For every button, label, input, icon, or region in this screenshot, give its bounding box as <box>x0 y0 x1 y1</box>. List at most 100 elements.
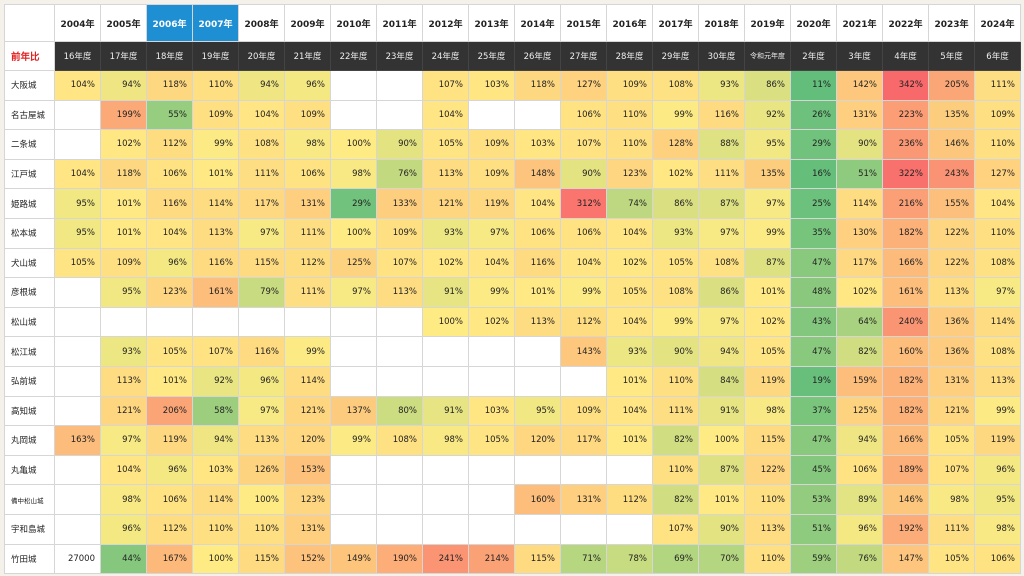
year-header-2006[interactable]: 2006年 <box>146 4 193 42</box>
ratio-cell: 87% <box>698 188 745 219</box>
year-header-2007[interactable]: 2007年 <box>192 4 239 42</box>
ratio-cell: 90% <box>560 158 607 190</box>
year-header-2010[interactable]: 2010年 <box>330 4 377 42</box>
year-header-2019[interactable]: 2019年 <box>744 4 791 42</box>
ratio-cell <box>54 454 101 486</box>
year-header-2008[interactable]: 2008年 <box>238 4 285 42</box>
ratio-cell: 160% <box>514 484 561 515</box>
ratio-cell: 16% <box>790 158 837 190</box>
ratio-cell <box>54 306 101 338</box>
ratio-cell: 99% <box>330 425 377 456</box>
ratio-cell: 107% <box>560 129 607 160</box>
ratio-cell: 76% <box>376 158 423 190</box>
ratio-cell: 108% <box>698 247 745 279</box>
ratio-cell: 106% <box>146 484 193 515</box>
year-header-2017[interactable]: 2017年 <box>652 4 699 42</box>
ratio-cell: 47% <box>790 336 837 367</box>
ratio-cell: 51% <box>836 158 883 190</box>
year-header-2024[interactable]: 2024年 <box>974 4 1021 42</box>
ratio-cell: 111% <box>974 70 1021 101</box>
ratio-cell <box>376 99 423 131</box>
castle-name: 竹田城 <box>4 543 55 575</box>
ratio-cell: 100% <box>192 543 239 575</box>
ratio-cell: 110% <box>192 70 239 101</box>
ratio-cell: 89% <box>836 484 883 515</box>
ratio-cell <box>54 513 101 545</box>
ratio-cell: 26% <box>790 99 837 131</box>
ratio-cell: 103% <box>514 129 561 160</box>
year-header-2021[interactable]: 2021年 <box>836 4 883 42</box>
ratio-cell: 101% <box>606 425 653 456</box>
ratio-cell: 109% <box>376 217 423 249</box>
ratio-cell: 146% <box>882 484 929 515</box>
ratio-cell: 131% <box>928 365 975 397</box>
ratio-cell <box>468 99 515 131</box>
ratio-cell: 87% <box>698 454 745 486</box>
ratio-cell <box>514 513 561 545</box>
year-header-2016[interactable]: 2016年 <box>606 4 653 42</box>
ratio-cell <box>422 454 469 486</box>
year-header-2020[interactable]: 2020年 <box>790 4 837 42</box>
ratio-cell: 117% <box>238 188 285 219</box>
year-header-2009[interactable]: 2009年 <box>284 4 331 42</box>
ratio-cell: 121% <box>422 188 469 219</box>
ratio-cell: 98% <box>974 513 1021 545</box>
ratio-cell: 99% <box>560 277 607 308</box>
ratio-cell: 69% <box>652 543 699 575</box>
ratio-cell: 99% <box>284 336 331 367</box>
fiscal-year-header: 5年度 <box>928 41 975 71</box>
table-row: 二条城 102% 112% 99% 108% 98% 100% 90% 105% 109% 103%… <box>4 129 1021 160</box>
ratio-cell: 102% <box>652 158 699 190</box>
ratio-cell <box>376 306 423 338</box>
ratio-cell: 79% <box>238 277 285 308</box>
ratio-cell: 106% <box>146 158 193 190</box>
year-header-2005[interactable]: 2005年 <box>100 4 147 42</box>
year-header-2012[interactable]: 2012年 <box>422 4 469 42</box>
year-header-2014[interactable]: 2014年 <box>514 4 561 42</box>
fiscal-year-header: 27年度 <box>560 41 607 71</box>
year-header-2011[interactable]: 2011年 <box>376 4 423 42</box>
ratio-cell <box>54 484 101 515</box>
table-row: 高知城 121% 206% 58% 97% 121% 137% 80% 91% 103% 95% 10… <box>4 395 1021 427</box>
ratio-cell: 159% <box>836 365 883 397</box>
year-header-2015[interactable]: 2015年 <box>560 4 607 42</box>
ratio-cell <box>376 336 423 367</box>
ratio-cell: 149% <box>330 543 377 575</box>
table-row: 姫路城 95% 101% 116% 114% 117% 131% 29% 133% 121% 119… <box>4 188 1021 219</box>
year-header-2023[interactable]: 2023年 <box>928 4 975 42</box>
year-header-2022[interactable]: 2022年 <box>882 4 929 42</box>
table-row: 宇和島城 96% 112% 110% 110% 131% 107% 90% 113% 51% 96%… <box>4 513 1021 545</box>
year-header-2004[interactable]: 2004年 <box>54 4 101 42</box>
year-header-2018[interactable]: 2018年 <box>698 4 745 42</box>
ratio-cell: 122% <box>928 217 975 249</box>
ratio-cell: 98% <box>928 484 975 515</box>
ratio-cell <box>284 306 331 338</box>
ratio-cell <box>330 513 377 545</box>
ratio-cell: 143% <box>560 336 607 367</box>
ratio-cell: 48% <box>790 277 837 308</box>
ratio-cell: 152% <box>284 543 331 575</box>
ratio-cell: 110% <box>744 543 791 575</box>
fiscal-year-header: 令和元年度 <box>744 41 791 71</box>
ratio-cell: 101% <box>100 217 147 249</box>
ratio-cell <box>330 70 377 101</box>
ratio-cell: 102% <box>468 306 515 338</box>
fiscal-year-header: 3年度 <box>836 41 883 71</box>
ratio-cell: 110% <box>606 129 653 160</box>
ratio-cell: 105% <box>928 425 975 456</box>
ratio-cell <box>422 336 469 367</box>
ratio-cell: 135% <box>744 158 791 190</box>
castle-name: 弘前城 <box>4 365 55 397</box>
ratio-cell <box>330 484 377 515</box>
ratio-cell: 113% <box>514 306 561 338</box>
ratio-cell: 94% <box>100 70 147 101</box>
castle-name: 姫路城 <box>4 188 55 219</box>
ratio-cell: 104% <box>422 99 469 131</box>
year-header-2013[interactable]: 2013年 <box>468 4 515 42</box>
ratio-cell: 241% <box>422 543 469 575</box>
ratio-cell <box>376 454 423 486</box>
ratio-cell <box>376 365 423 397</box>
ratio-cell: 167% <box>146 543 193 575</box>
ratio-cell: 45% <box>790 454 837 486</box>
ratio-cell: 205% <box>928 70 975 101</box>
